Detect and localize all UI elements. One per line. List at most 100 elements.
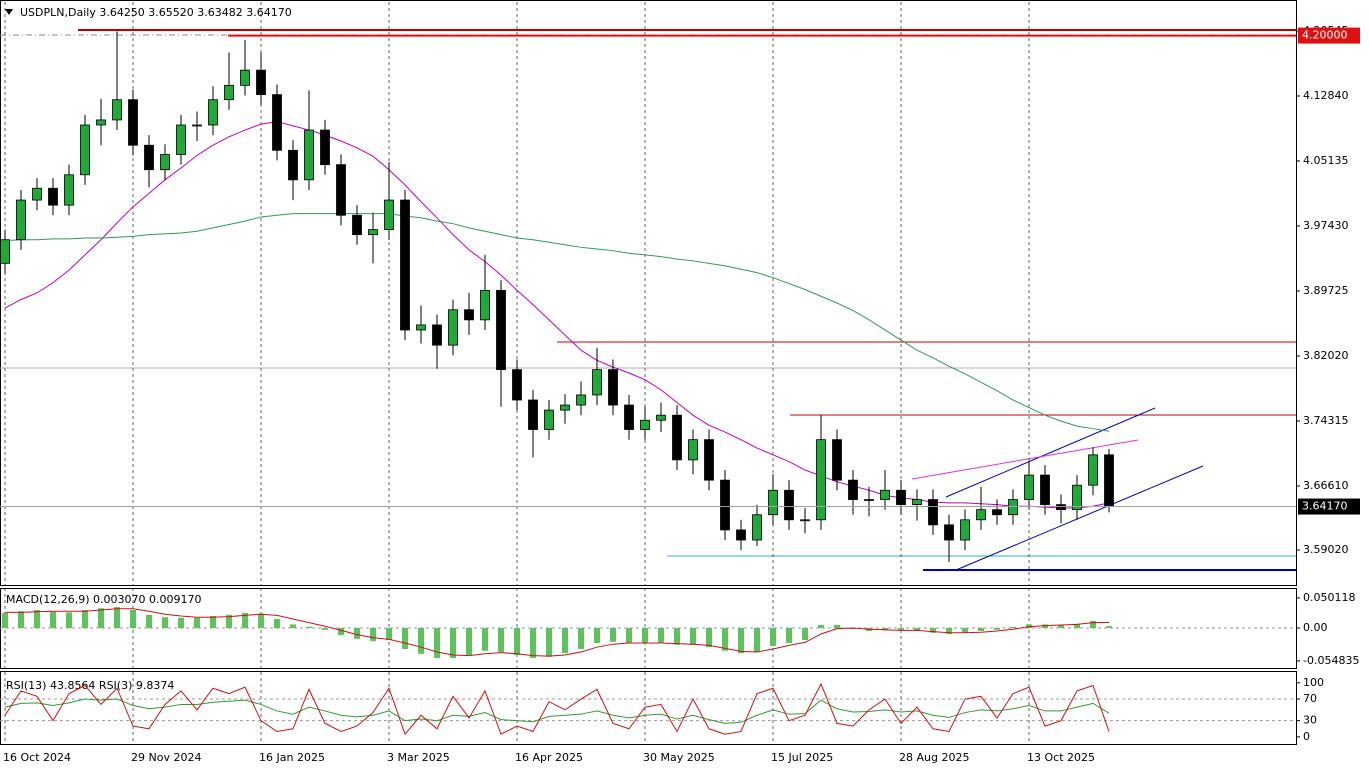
- y-tick-label: 0: [1303, 730, 1310, 743]
- candle-body: [208, 99, 218, 126]
- candle-body: [784, 489, 794, 521]
- y-tick-label: -0.054835: [1303, 654, 1359, 667]
- macd-bar: [466, 628, 472, 655]
- macd-bar: [914, 628, 920, 631]
- macd-bar: [786, 628, 792, 643]
- candle-body: [1104, 454, 1114, 507]
- macd-bar: [1042, 624, 1048, 628]
- macd-bar: [578, 628, 584, 649]
- macd-bar: [194, 617, 200, 628]
- x-tick-label: 15 Jul 2025: [771, 751, 833, 764]
- candle-body: [640, 419, 650, 430]
- macd-bar: [514, 628, 520, 655]
- y-tick-label: 3.89725: [1303, 284, 1349, 297]
- rsi-frame: [0, 671, 1297, 745]
- macd-bar: [418, 628, 424, 654]
- candle-body: [560, 404, 570, 411]
- y-tick-label: 100: [1303, 676, 1324, 689]
- x-tick-label: 16 Apr 2025: [515, 751, 583, 764]
- candle-body: [800, 519, 810, 522]
- macd-bar: [610, 628, 616, 642]
- candle-body: [1024, 474, 1034, 500]
- candle-body: [128, 99, 138, 146]
- y-tick-label: 30: [1303, 714, 1317, 727]
- candle-body: [672, 414, 682, 461]
- macd-bar: [802, 628, 808, 640]
- macd-bar: [2, 613, 8, 628]
- candle-body: [832, 439, 842, 481]
- macd-bar: [1026, 624, 1032, 628]
- candle-body: [464, 309, 474, 321]
- macd-bar: [530, 628, 536, 658]
- macd-bar: [482, 628, 488, 651]
- y-tick-label: 3.82020: [1303, 349, 1349, 362]
- y-tick-label: 4.12840: [1303, 89, 1349, 102]
- channel-line: [955, 465, 1204, 571]
- candle-body: [496, 289, 506, 371]
- macd-bar: [978, 628, 984, 631]
- macd-bar: [66, 612, 72, 628]
- macd-bar: [242, 613, 248, 628]
- macd-bar: [690, 628, 696, 645]
- candle-body: [1088, 454, 1098, 486]
- candle-body: [80, 124, 90, 176]
- macd-bar: [18, 611, 24, 628]
- macd-bar: [946, 628, 952, 634]
- macd-bar: [226, 614, 232, 628]
- candle-body: [880, 489, 890, 500]
- macd-bar: [258, 613, 264, 628]
- y-tick-label: 70: [1303, 692, 1317, 705]
- menu-triangle[interactable]: [5, 9, 13, 15]
- y-tick-label: 3.74315: [1303, 414, 1349, 427]
- candle-body: [864, 499, 874, 501]
- rsi-title: RSI(13) 43.8564 RSI(3) 9.8374: [6, 679, 174, 692]
- macd-bar: [898, 628, 904, 631]
- candle-body: [896, 489, 906, 506]
- macd-bar: [562, 628, 568, 654]
- macd-bar: [50, 611, 56, 628]
- candle-body: [1056, 504, 1066, 511]
- candle-body: [544, 409, 554, 430]
- candle-body: [944, 524, 954, 541]
- macd-bar: [658, 628, 664, 643]
- x-tick-label: 16 Jan 2025: [259, 751, 325, 764]
- candle-body: [736, 529, 746, 541]
- macd-bar: [706, 628, 712, 648]
- macd-bar: [594, 628, 600, 643]
- indicator-line: [5, 608, 1110, 657]
- macd-bar: [34, 610, 40, 628]
- macd-bar: [1058, 625, 1064, 628]
- candle-body: [336, 164, 346, 216]
- y-tick-label: 4.05135: [1303, 154, 1349, 167]
- macd-bar: [98, 608, 104, 628]
- y-tick-label: 0.050118: [1303, 591, 1356, 604]
- candle-body: [704, 439, 714, 481]
- indicator-line: [4, 682, 1110, 736]
- candle-body: [912, 499, 922, 506]
- y-tick-label: 3.97430: [1303, 219, 1349, 232]
- macd-title: MACD(12,26,9) 0.003070 0.009170: [6, 593, 202, 606]
- macd-bar: [738, 628, 744, 654]
- x-tick-label: 29 Nov 2024: [131, 751, 201, 764]
- macd-bar: [834, 625, 840, 628]
- candle-body: [368, 229, 378, 236]
- candle-body: [256, 69, 266, 96]
- macd-bar: [642, 628, 648, 643]
- price-label-box: [1298, 27, 1360, 44]
- candle-body: [432, 324, 442, 346]
- macd-bar: [338, 628, 344, 636]
- macd-bar: [162, 617, 168, 628]
- x-tick-label: 13 Oct 2025: [1027, 751, 1095, 764]
- macd-bar: [674, 628, 680, 645]
- y-tick-label: 3.59020: [1303, 543, 1349, 556]
- macd-bar: [850, 628, 856, 630]
- candle-body: [720, 479, 730, 531]
- macd-bar: [306, 626, 312, 628]
- candle-body: [32, 187, 42, 201]
- macd-bar: [882, 628, 888, 631]
- indicator-line: [4, 698, 1110, 724]
- candle-body: [576, 394, 586, 406]
- price-label: 3.64170: [1302, 500, 1348, 513]
